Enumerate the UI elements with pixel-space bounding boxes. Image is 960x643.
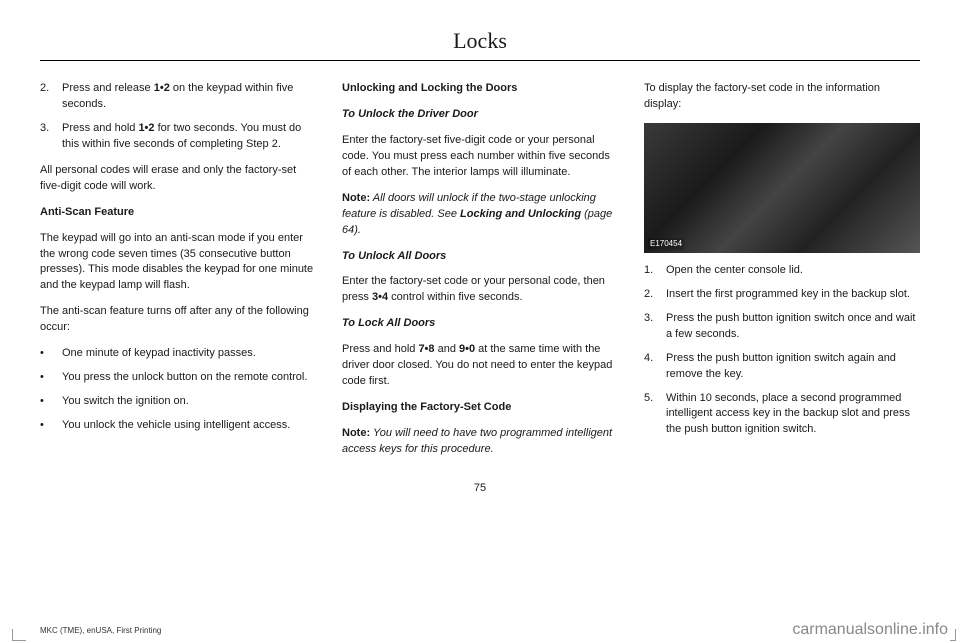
paragraph: Enter the factory-set five-digit code or… xyxy=(342,133,618,181)
paragraph: The anti-scan feature turns off after an… xyxy=(40,304,316,336)
list-item: 1.Open the center console lid. xyxy=(644,263,920,279)
list-item: 2.Insert the first programmed key in the… xyxy=(644,287,920,303)
list-item: 3. Press and hold 1•2 for two seconds. Y… xyxy=(40,121,316,153)
item-text: You unlock the vehicle using intelligent… xyxy=(62,418,290,434)
item-text: One minute of keypad inactivity passes. xyxy=(62,346,256,362)
item-text: Insert the first programmed key in the b… xyxy=(666,287,910,303)
ordered-list: 2. Press and release 1•2 on the keypad w… xyxy=(40,81,316,153)
list-item: •You switch the ignition on. xyxy=(40,394,316,410)
content-columns: 2. Press and release 1•2 on the keypad w… xyxy=(40,81,920,468)
heading-lock-all: To Lock All Doors xyxy=(342,316,618,332)
crop-mark-icon xyxy=(12,629,26,641)
heading-unlock-all: To Unlock All Doors xyxy=(342,249,618,265)
crop-mark-icon xyxy=(950,629,956,641)
list-item: 2. Press and release 1•2 on the keypad w… xyxy=(40,81,316,113)
item-text: Within 10 seconds, place a second progra… xyxy=(666,391,920,439)
note: Note: All doors will unlock if the two-s… xyxy=(342,191,618,239)
column-2: Unlocking and Locking the Doors To Unloc… xyxy=(342,81,618,468)
paragraph: Enter the factory-set code or your perso… xyxy=(342,274,618,306)
bullet-list: •One minute of keypad inactivity passes.… xyxy=(40,346,316,434)
item-number: 3. xyxy=(644,311,666,343)
heading-antiscan: Anti-Scan Feature xyxy=(40,205,316,221)
list-item: •You unlock the vehicle using intelligen… xyxy=(40,418,316,434)
paragraph: To display the factory-set code in the i… xyxy=(644,81,920,113)
item-text: Press the push button ignition switch ag… xyxy=(666,351,920,383)
bullet-icon: • xyxy=(40,370,62,386)
item-number: 3. xyxy=(40,121,62,153)
item-number: 2. xyxy=(644,287,666,303)
item-number: 5. xyxy=(644,391,666,439)
chapter-title: Locks xyxy=(40,28,920,54)
item-text: Press and release 1•2 on the keypad with… xyxy=(62,81,316,113)
item-text: You switch the ignition on. xyxy=(62,394,189,410)
item-text: Press and hold 1•2 for two seconds. You … xyxy=(62,121,316,153)
bullet-icon: • xyxy=(40,394,62,410)
list-item: •One minute of keypad inactivity passes. xyxy=(40,346,316,362)
heading-unlocking-locking: Unlocking and Locking the Doors xyxy=(342,81,618,97)
bullet-icon: • xyxy=(40,346,62,362)
heading-factory-code: Displaying the Factory-Set Code xyxy=(342,400,618,416)
column-3: To display the factory-set code in the i… xyxy=(644,81,920,468)
list-item: 4.Press the push button ignition switch … xyxy=(644,351,920,383)
heading-unlock-driver: To Unlock the Driver Door xyxy=(342,107,618,123)
footer-left: MKC (TME), enUSA, First Printing xyxy=(40,626,161,635)
bullet-icon: • xyxy=(40,418,62,434)
watermark: carmanualsonline.info xyxy=(792,621,948,639)
list-item: 5.Within 10 seconds, place a second prog… xyxy=(644,391,920,439)
list-item: 3.Press the push button ignition switch … xyxy=(644,311,920,343)
paragraph: All personal codes will erase and only t… xyxy=(40,163,316,195)
paragraph: The keypad will go into an anti-scan mod… xyxy=(40,231,316,295)
item-text: Open the center console lid. xyxy=(666,263,803,279)
item-text: Press the push button ignition switch on… xyxy=(666,311,920,343)
column-1: 2. Press and release 1•2 on the keypad w… xyxy=(40,81,316,468)
item-number: 2. xyxy=(40,81,62,113)
console-photo xyxy=(644,123,920,253)
item-text: You press the unlock button on the remot… xyxy=(62,370,307,386)
item-number: 1. xyxy=(644,263,666,279)
ordered-list: 1.Open the center console lid. 2.Insert … xyxy=(644,263,920,438)
horizontal-rule xyxy=(40,60,920,61)
list-item: •You press the unlock button on the remo… xyxy=(40,370,316,386)
paragraph: Press and hold 7•8 and 9•0 at the same t… xyxy=(342,342,618,390)
note: Note: You will need to have two programm… xyxy=(342,426,618,458)
page-number: 75 xyxy=(40,482,920,494)
item-number: 4. xyxy=(644,351,666,383)
